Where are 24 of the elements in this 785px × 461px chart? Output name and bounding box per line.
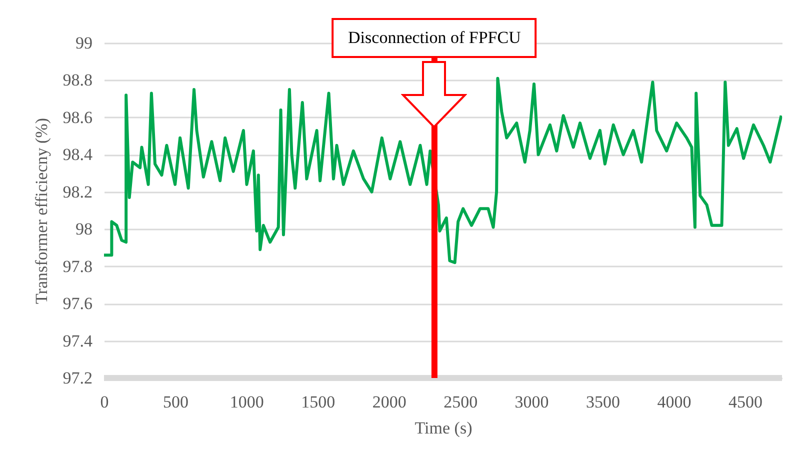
y-tick-label: 97.4 [62, 331, 93, 350]
y-tick-label: 97.2 [62, 368, 92, 388]
x-tick-label: 3500 [586, 392, 620, 412]
line-series [104, 76, 782, 264]
x-tick-label: 4500 [728, 392, 762, 412]
y-tick-label: 98.6 [62, 108, 92, 127]
x-tick-label: 2000 [372, 392, 406, 412]
y-tick-label: 98 [76, 220, 92, 239]
y-tick-label: 98.2 [62, 182, 92, 202]
y-tick-label: 97.8 [62, 256, 92, 276]
x-tick-label: 0 [100, 392, 109, 412]
x-tick-label: 3000 [514, 392, 549, 412]
x-axis-title: Time (s) [414, 418, 472, 438]
y-tick-label: 97.6 [62, 294, 92, 314]
x-tick-label: 500 [162, 392, 188, 412]
y-tick-label: 98.8 [62, 70, 92, 90]
y-tick-label: 98.4 [62, 145, 93, 164]
ref-line-label: Disconnection of FPFCU [332, 18, 537, 58]
x-tick-label: 1500 [301, 392, 336, 412]
x-tick-label: 2500 [444, 392, 478, 412]
x-tick-label: 1000 [230, 392, 264, 412]
y-axis-title: Transformer efficiecny (%) [32, 118, 51, 304]
y-tick-label: 99 [76, 34, 92, 52]
x-tick-label: 4000 [657, 392, 692, 412]
